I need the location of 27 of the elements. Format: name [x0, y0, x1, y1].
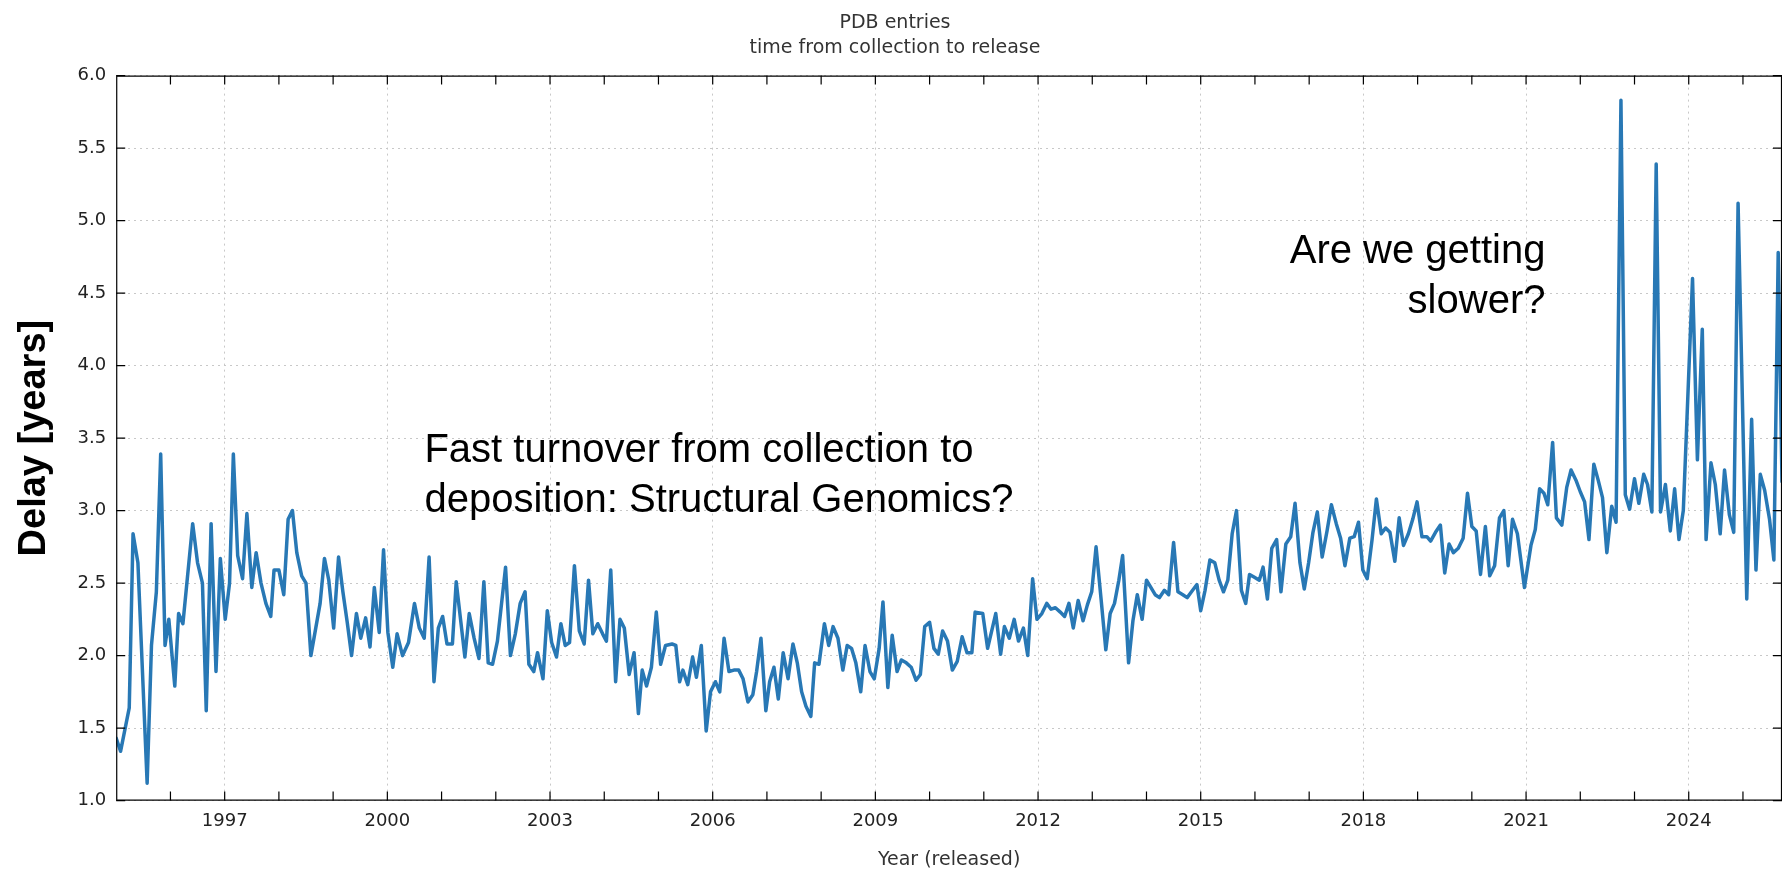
x-tick-label: 2015	[1177, 809, 1224, 831]
y-tick-label: 6.0	[77, 63, 107, 85]
chart-subtitle: time from collection to release	[749, 35, 1041, 58]
y-tick-label: 5.0	[77, 208, 107, 230]
x-tick-label: 2021	[1503, 809, 1549, 831]
y-tick-label: 5.5	[77, 135, 107, 157]
x-tick-label: 2024	[1665, 809, 1712, 831]
y-tick-label: 2.0	[77, 643, 107, 665]
x-tick-label: 2009	[852, 809, 899, 831]
y-tick-label: 3.5	[77, 425, 107, 447]
y-tick-label: 4.5	[77, 280, 107, 302]
x-tick-label: 2000	[364, 809, 411, 831]
y-tick-label: 3.0	[77, 498, 107, 520]
x-tick-label: 2012	[1015, 809, 1061, 831]
annotation: Are we getting slower?	[1289, 226, 1546, 321]
chart-title: PDB entries	[839, 10, 951, 33]
annotation: Fast turnover from collection to deposition: Structural Genomics?	[424, 425, 1014, 520]
y-tick-label: 1.5	[77, 715, 107, 737]
x-tick-label: 2003	[527, 809, 573, 831]
y-axis-title: Delay [years]	[11, 319, 54, 557]
x-tick-label: 2018	[1340, 809, 1387, 831]
x-tick-label: 2006	[689, 809, 736, 831]
y-tick-label: 2.5	[77, 570, 107, 592]
y-tick-label: 4.0	[77, 353, 107, 375]
y-tick-label: 1.0	[77, 788, 107, 810]
x-tick-label: 1997	[201, 809, 248, 831]
x-axis-title: Year (released)	[876, 846, 1021, 869]
